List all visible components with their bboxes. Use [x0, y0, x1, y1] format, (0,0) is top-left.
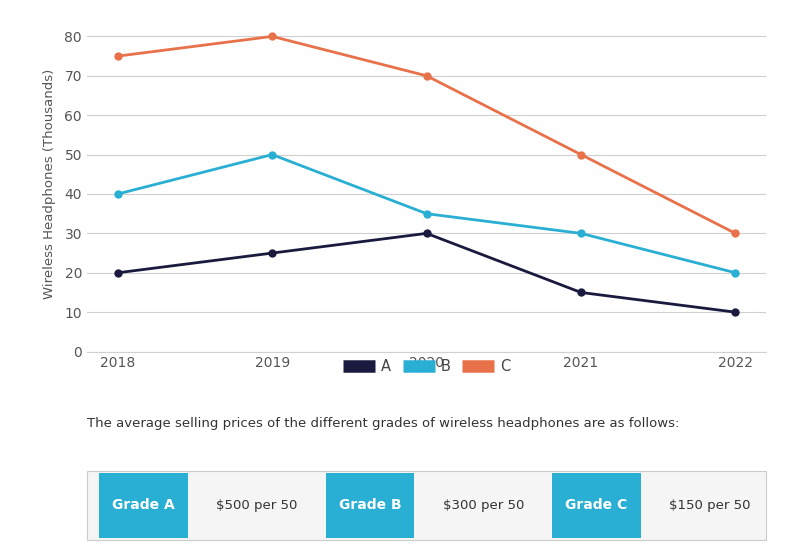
Legend: A, B, C: A, B, C — [343, 359, 510, 374]
Y-axis label: Wireless Headphones (Thousands): Wireless Headphones (Thousands) — [43, 69, 56, 299]
Bar — [99, 473, 188, 538]
Text: Grade C: Grade C — [566, 499, 627, 512]
Text: $500 per 50: $500 per 50 — [216, 499, 298, 512]
Text: The average selling prices of the different grades of wireless headphones are as: The average selling prices of the differ… — [87, 417, 679, 430]
Text: $150 per 50: $150 per 50 — [669, 499, 750, 512]
Text: Grade B: Grade B — [339, 499, 401, 512]
Text: Grade A: Grade A — [112, 499, 175, 512]
Bar — [552, 473, 641, 538]
Bar — [87, 471, 766, 540]
Text: $300 per 50: $300 per 50 — [442, 499, 524, 512]
Bar — [325, 473, 415, 538]
